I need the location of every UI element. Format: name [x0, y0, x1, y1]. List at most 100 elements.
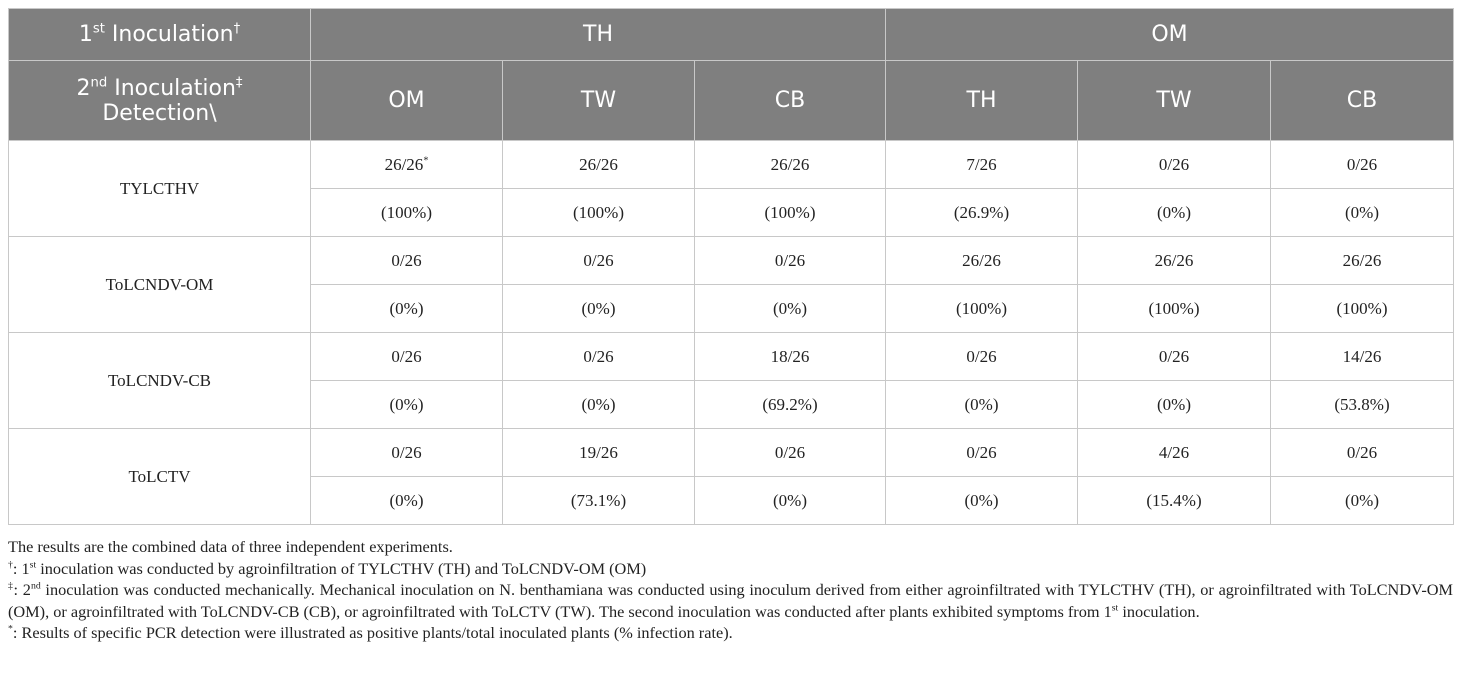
percent-cell: (0%) [1270, 476, 1454, 525]
count: 0/26 [1158, 154, 1190, 174]
count-cell: 0/26 [310, 332, 503, 381]
count-cell: 18/26 [694, 332, 886, 381]
percent-cell: (0%) [310, 476, 503, 525]
column-header: TW [502, 60, 695, 141]
percent-cell: (0%) [1077, 188, 1271, 237]
count-cell: 19/26 [502, 428, 695, 477]
count-cell: 26/26* [310, 140, 503, 189]
percent-cell: (69.2%) [694, 380, 886, 429]
footnote-mark: * [8, 623, 13, 635]
footnote-text: : Results of specific PCR detection were… [12, 623, 733, 642]
count: 26/26 [1154, 250, 1194, 270]
count-row: ToLCTV 0/26 19/26 0/26 0/26 4/26 0/26 [8, 428, 1454, 525]
footnote-text: st [1111, 602, 1119, 614]
percent-cell: (0%) [502, 380, 695, 429]
footnotes: The results are the combined data of thr… [8, 536, 1453, 644]
count: 0/26 [391, 250, 422, 270]
virus-name: ToLCNDV-OM [8, 236, 311, 333]
footnote-text: st [29, 559, 37, 571]
percent-cell: (0%) [694, 476, 886, 525]
virus-name: ToLCNDV-CB [8, 332, 311, 429]
header-label-part: 2 [76, 75, 91, 101]
count: 7/26 [966, 154, 997, 174]
count: 0/26 [583, 250, 614, 270]
percent-cell: (0%) [1270, 188, 1454, 237]
percent-cell: (0%) [1077, 380, 1271, 429]
count-cell: 0/26 [694, 428, 886, 477]
count: 14/26 [1342, 346, 1382, 366]
footnote: *: Results of specific PCR detection wer… [8, 622, 1453, 644]
percent-cell: (100%) [310, 188, 503, 237]
table-header: 1st Inoculation† TH OM 2nd Inoculation‡ Dete… [8, 8, 1454, 141]
count-cell: 0/26 [1077, 140, 1271, 189]
count-cell: 0/26 [1270, 428, 1454, 477]
footnote: The results are the combined data of thr… [8, 536, 1453, 558]
count: 0/26 [1346, 154, 1378, 174]
count-row: ToLCNDV-OM 0/26 0/26 0/26 26/26 26/26 26/26 [8, 236, 1454, 333]
count-cell: 14/26 [1270, 332, 1454, 381]
count-cell: 0/26 [502, 236, 695, 285]
count-cell: 0/26 [885, 428, 1078, 477]
column-header: OM [310, 60, 503, 141]
percent-cell: (26.9%) [885, 188, 1078, 237]
percent-cell: (0%) [502, 284, 695, 333]
percent-cell: (73.1%) [502, 476, 695, 525]
count: 0/26 [966, 346, 997, 366]
percent-cell: (0%) [885, 476, 1078, 525]
percent-cell: (53.8%) [1270, 380, 1454, 429]
count-cell: 26/26 [502, 140, 695, 189]
count: 0/26 [774, 250, 806, 270]
header-label-part: st [92, 21, 105, 37]
count: 0/26 [1346, 442, 1378, 462]
table-body: TYLCTHV 26/26* 26/26 26/26 7/26 0/26 0/26 (100%… [8, 140, 1454, 525]
count-cell: 26/26 [1270, 236, 1454, 285]
header-label-part: Inoculation [107, 75, 236, 101]
results-table: 1st Inoculation† TH OM 2nd Inoculation‡ Dete… [8, 8, 1454, 525]
percent-row: (0%) (0%) (0%) (100%) (100%) (100%) [9, 284, 1454, 333]
count: 0/26 [391, 442, 422, 462]
count: 26/26 [384, 154, 424, 174]
percent-row: (0%) (73.1%) (0%) (0%) (15.4%) (0%) [9, 476, 1454, 525]
count-cell: 26/26 [694, 140, 886, 189]
count: 4/26 [1158, 442, 1190, 462]
count-cell: 0/26 [694, 236, 886, 285]
percent-cell: (0%) [310, 380, 503, 429]
percent-cell: (0%) [885, 380, 1078, 429]
footnote-mark: ‡ [8, 580, 14, 592]
percent-cell: (0%) [694, 284, 886, 333]
group-header: OM [885, 8, 1454, 61]
virus-name: TYLCTHV [8, 140, 311, 237]
count-cell: 0/26 [1270, 140, 1454, 189]
count: 0/26 [391, 346, 422, 366]
column-header: TH [885, 60, 1078, 141]
count: 0/26 [966, 442, 997, 462]
header-label-part: 1 [78, 22, 93, 47]
percent-cell: (15.4%) [1077, 476, 1271, 525]
percent-cell: (100%) [502, 188, 695, 237]
count-cell: 0/26 [1077, 332, 1271, 381]
footnote-text: : 1 [12, 558, 30, 578]
column-header: CB [694, 60, 886, 141]
count: 26/26 [770, 154, 810, 174]
percent-cell: (100%) [1270, 284, 1454, 333]
header-row: 2nd Inoculation‡ Detection\ OM TW CB TH TW CB [8, 60, 1454, 141]
footnote-text: nd [30, 580, 41, 592]
count-row: ToLCNDV-CB 0/26 0/26 18/26 0/26 0/26 14/26 [8, 332, 1454, 429]
column-header: CB [1270, 60, 1454, 141]
count-cell: 26/26 [885, 236, 1078, 285]
footnote-text: inoculation was conducted by agroinfiltr… [36, 558, 647, 578]
count: 19/26 [579, 442, 618, 462]
count-note: * [423, 154, 429, 166]
count: 0/26 [583, 346, 614, 366]
footnote-text: inoculation was conducted mechanically. … [8, 580, 1453, 621]
count-row: TYLCTHV 26/26* 26/26 26/26 7/26 0/26 0/26 [8, 140, 1454, 237]
header-row: 1st Inoculation† TH OM [8, 8, 1454, 61]
group-header: TH [310, 8, 886, 61]
percent-cell: (100%) [885, 284, 1078, 333]
count: 26/26 [962, 250, 1001, 270]
header-label: 1st Inoculation† [8, 8, 311, 61]
percent-row: (100%) (100%) (100%) (26.9%) (0%) (0%) [9, 188, 1454, 237]
footnote-text: inoculation. [1118, 601, 1200, 621]
percent-cell: (100%) [1077, 284, 1271, 333]
